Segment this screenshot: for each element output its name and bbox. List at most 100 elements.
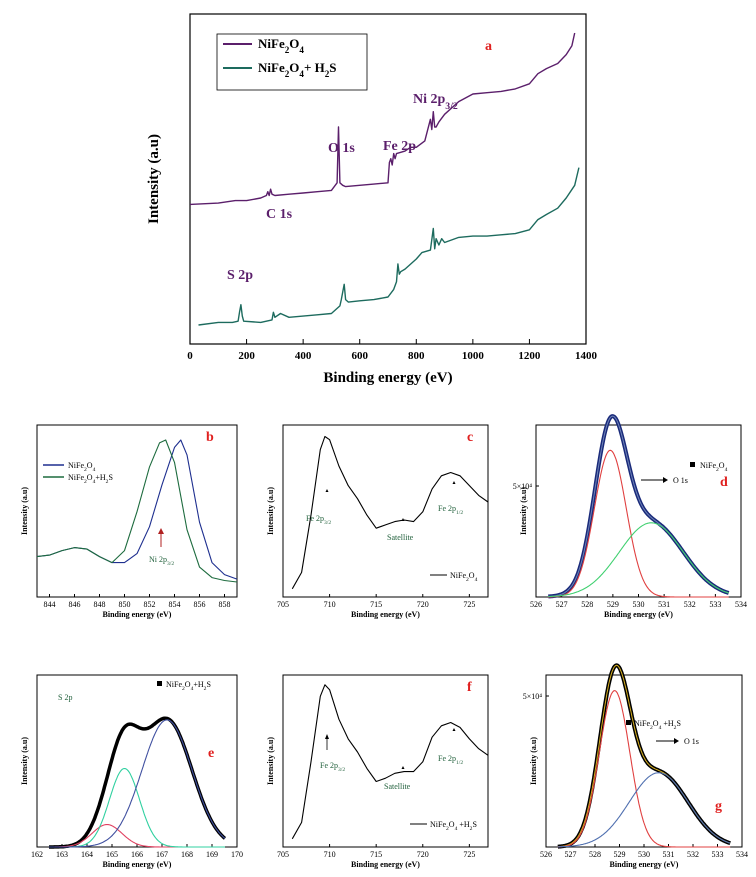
panel-letter: b — [206, 430, 214, 445]
arrow-head — [663, 477, 668, 483]
marker-arrow — [452, 728, 456, 731]
plot-frame — [189, 13, 587, 345]
x-tick-label: 846 — [69, 600, 81, 609]
legend-swatch — [157, 681, 162, 686]
peak-annotation: Fe 2p3/2 — [320, 761, 345, 773]
x-tick-label: 534 — [735, 600, 747, 609]
y-tick-label: 5×10⁴ — [523, 692, 543, 701]
x-tick-label: 526 — [530, 600, 542, 609]
marker-arrow — [401, 518, 405, 521]
x-axis-label: Binding energy (eV) — [323, 370, 452, 386]
x-axis-label: Binding energy (eV) — [351, 610, 420, 619]
y-tick-label: 5×10⁴ — [513, 482, 533, 491]
series-line-3 — [557, 772, 731, 848]
x-tick-label: 170 — [231, 850, 243, 859]
peak-annotation: O 1s — [684, 737, 699, 746]
x-tick-label: 532 — [687, 850, 699, 859]
series-line-2 — [548, 449, 729, 598]
fit-envelope-line — [548, 415, 729, 597]
x-tick-label: 167 — [156, 850, 168, 859]
x-axis-label: Binding energy (eV) — [103, 610, 172, 619]
peak-annotation: O 1s — [673, 476, 688, 485]
peak-annotation: S 2p — [58, 693, 72, 702]
x-axis-label: Binding energy (eV) — [351, 860, 420, 869]
x-tick-label: 710 — [324, 850, 336, 859]
x-tick-label: 533 — [709, 600, 721, 609]
panel-e: 162 163 164 165 166 167 168 169 170 Binding energ… — [20, 674, 243, 869]
panel-f: 705 710 715 720 725 Binding energy (eV) Intens… — [266, 674, 489, 869]
legend-label: NiFe2O4 — [258, 36, 304, 55]
legend-label: NiFe2O4 — [450, 571, 478, 583]
plot-frame — [535, 424, 742, 598]
y-axis-label: Intensity (a.u) — [266, 487, 275, 535]
legend: NiFe2O4 +H2S — [410, 820, 477, 832]
x-tick-label: 166 — [131, 850, 143, 859]
x-tick-label: 165 — [106, 850, 118, 859]
x-tick-label: 162 — [31, 850, 43, 859]
legend: NiFe2O4 — [430, 571, 478, 583]
x-tick-label: 710 — [324, 600, 336, 609]
x-tick-label: 529 — [614, 850, 626, 859]
x-tick-label: 854 — [169, 600, 181, 609]
panel-c: 705 710 715 720 725 Binding energy (eV) Intens… — [266, 424, 489, 619]
x-tick-label: 856 — [194, 600, 206, 609]
x-tick-label: 163 — [56, 850, 68, 859]
y-axis-label: Intensity (a.u) — [146, 134, 162, 224]
x-tick-label: 530 — [633, 600, 645, 609]
marker-arrow — [452, 481, 456, 484]
x-tick-label: 531 — [663, 850, 675, 859]
x-tick-label: 725 — [463, 600, 475, 609]
plot-frame — [36, 424, 238, 598]
x-tick-label: 600 — [351, 350, 368, 362]
series-line-3 — [49, 767, 225, 848]
x-tick-label: 1000 — [462, 350, 485, 362]
series-line-4 — [49, 719, 226, 848]
peak-annotation: Fe 2p — [383, 139, 416, 154]
x-tick-label: 720 — [417, 600, 429, 609]
peak-annotation: O 1s — [328, 141, 355, 156]
x-tick-label: 1200 — [518, 350, 541, 362]
x-axis-label: Binding energy (eV) — [103, 860, 172, 869]
x-tick-label: 800 — [408, 350, 425, 362]
x-tick-label: 533 — [712, 850, 724, 859]
series-line-3 — [548, 522, 729, 598]
legend-label: NiFe2O4+H2S — [68, 473, 113, 485]
x-tick-label: 528 — [581, 600, 593, 609]
x-tick-label: 531 — [658, 600, 670, 609]
panel-g: 526 527 528 529 530 531 532 533 534 Binding energ… — [523, 663, 748, 869]
x-tick-label: 168 — [181, 850, 193, 859]
x-tick-label: 852 — [144, 600, 156, 609]
peak-annotation: Fe 2p1/2 — [438, 504, 463, 516]
panel-letter: f — [467, 680, 472, 695]
series-line-1 — [547, 414, 730, 599]
peak-annotation: Ni 2p3/2 — [413, 92, 458, 112]
x-tick-label: 1400 — [575, 350, 598, 362]
x-tick-label: 858 — [219, 600, 231, 609]
x-tick-label: 715 — [370, 850, 382, 859]
x-tick-label: 400 — [295, 350, 312, 362]
series-line-1 — [189, 32, 576, 206]
panel-letter: g — [715, 799, 722, 814]
legend-label: NiFe2O4 +H2S — [634, 719, 681, 731]
plot-frame — [282, 674, 489, 848]
series-line-1 — [291, 684, 489, 840]
x-tick-label: 850 — [119, 600, 131, 609]
legend-box — [216, 33, 368, 91]
x-tick-label: 705 — [277, 600, 289, 609]
series-line-2 — [557, 690, 731, 848]
legend: NiFe2O4 NiFe2O4+ H2S — [216, 33, 368, 91]
peak-annotation: S 2p — [227, 268, 253, 283]
x-tick-label: 529 — [607, 600, 619, 609]
x-tick-label: 164 — [81, 850, 93, 859]
legend-label: NiFe2O4+ H2S — [258, 60, 337, 79]
legend-label: NiFe2O4+H2S — [166, 680, 211, 692]
panel-letter: a — [485, 39, 492, 54]
peak-annotation: Fe 2p1/2 — [438, 754, 463, 766]
series-line-2 — [198, 167, 580, 326]
panel-a: 0 200 400 600 800 1000 1200 1400 Binding energy … — [146, 13, 598, 386]
x-tick-label: 200 — [238, 350, 255, 362]
x-tick-label: 532 — [684, 600, 696, 609]
legend-swatch — [690, 462, 695, 467]
series-line-2 — [36, 439, 238, 583]
